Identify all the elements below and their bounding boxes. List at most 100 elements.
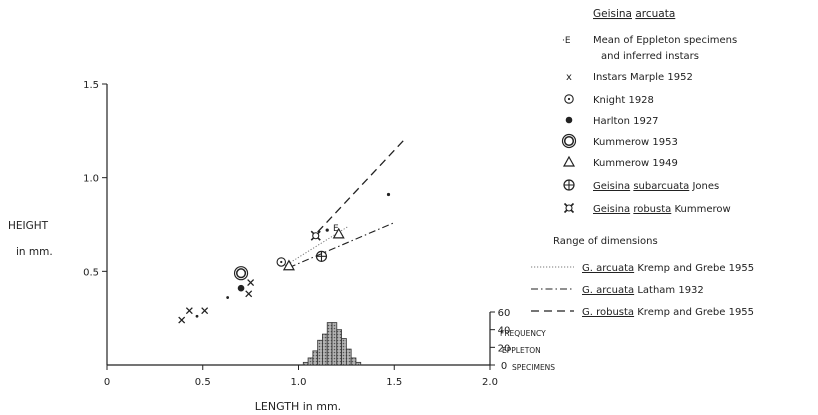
legend: Geisina arcuata ·E Mean of Eppleton specim… [531,8,754,318]
ring [565,204,573,212]
x-tick-label: 2.0 [482,377,498,388]
filled-dot [565,116,573,124]
range-legend-name: G. arcuata [582,263,634,274]
marple-point [178,316,186,324]
frequency-tick-label: 20 [498,343,511,354]
x-ticks: 0 0.5 1.0 1.5 2.0 [104,365,498,388]
x-tick-label: 0 [104,377,110,388]
legend-rest: Jones [691,181,719,192]
eppleton_mean-point [325,228,329,232]
cross-mark [245,290,253,298]
range-legend-label: G. robusta Kremp and Grebe 1955 [582,307,754,318]
x-tick-label: 1.5 [386,377,402,388]
cross-mark [185,307,193,315]
triangle [282,259,295,271]
filled-dot [237,284,245,292]
range-legend-label: G. arcuata Latham 1932 [582,285,704,296]
x-tick-label: 1.0 [291,377,307,388]
legend-title-genus: Geisina [593,8,632,20]
ring [276,257,287,267]
legend-symbol [561,133,577,149]
legend-entry-subarcuata: Geisina subarcuata Jones [563,179,719,192]
cross [564,180,574,190]
legend-symbol [564,94,574,104]
outer-ring [561,133,577,149]
legend-entry-robusta: Geisina robusta Kummerow [563,202,731,215]
range-line-r2 [288,222,395,269]
small-dot [226,296,230,299]
ring-dot [567,97,571,101]
range-legend-entry-r1: G. arcuata Kremp and Grebe 1955 [531,263,754,274]
y-tick-label: 1.0 [83,174,99,185]
histogram-bar [302,361,309,366]
frequency-label-line1: FREQUENCY [500,329,546,338]
legend-symbol-text: ·E [562,36,571,46]
cross-mark [247,279,255,287]
legend-entry-label: Geisina subarcuata Jones [593,181,719,192]
range-line-r3 [317,139,405,233]
range-legend-entry-r2: G. arcuata Latham 1932 [531,285,704,296]
histogram-bar [336,329,342,366]
legend-species: robusta [633,204,671,215]
legend-symbol [565,116,573,124]
x-axis-label: LENGTH in mm. [255,400,341,413]
y-axis-label-line2: in mm. [16,246,53,258]
marple-point [245,290,253,298]
cross-mark [178,316,186,324]
legend-entry-kummerow1953: Kummerow 1953 [561,133,678,149]
legend-entry-line2: and inferred instars [601,51,699,62]
legend-entry-label: Harlton 1927 [593,116,659,127]
legend-entry-label: Kummerow 1953 [593,137,678,148]
range-legend-rest: Latham 1932 [637,285,703,296]
triangle [562,155,576,167]
range-line-r1 [284,225,349,267]
histogram-bar [326,322,333,366]
histogram-bar [341,338,347,366]
frequency-tick-label: 60 [498,308,511,319]
legend-entry-label: Kummerow 1949 [593,158,678,169]
legend-entry-knight: Knight 1928 [564,94,654,106]
range-legend-label: G. arcuata Kremp and Grebe 1955 [582,263,754,274]
inner-ring [563,135,575,147]
histogram-bar [307,357,314,366]
y-ticks: 0.5 1.0 1.5 [83,80,107,278]
kummerow1949-point [282,259,295,271]
legend-entry-label: Geisina robusta Kummerow [593,204,731,215]
frequency-histogram [302,322,362,366]
histogram-bar [331,322,338,366]
range-legend-name: G. arcuata [582,285,634,296]
range-legend-title: Range of dimensions [553,236,658,247]
legend-entry-marple: x Instars Marple 1952 [566,72,693,83]
legend-symbol-text: x [566,72,572,83]
marple-point [185,307,193,315]
eppleton_mean-point [386,192,391,197]
x-tick-label: 0.5 [195,377,211,388]
legend-entry-label: Knight 1928 [593,95,654,106]
legend-symbol [562,155,576,167]
frequency-label-line2: EPPLETON [502,346,541,355]
harlton-point [237,284,245,292]
inner-ring [236,268,247,279]
outer-ring [233,266,249,281]
cross [316,251,327,262]
triangle [332,227,345,239]
legend-symbol [563,202,575,214]
range-legend-name: G. robusta [582,307,634,318]
small-dot [195,314,199,318]
histogram-bar [317,339,323,366]
marple-point [247,279,255,287]
legend-genus: Geisina [593,181,630,192]
legend-title: Geisina arcuata [593,8,675,20]
legend-genus: Geisina [593,204,630,215]
legend-symbol [563,179,575,191]
y-tick-label: 0.5 [83,267,99,278]
legend-species: subarcuata [633,181,689,192]
histogram-bar [322,333,328,366]
histogram-bar [355,361,362,366]
mean-dot [386,192,391,197]
ring [312,232,320,240]
subarcuata-point [315,250,328,262]
y-tick-label: 1.5 [83,80,99,91]
